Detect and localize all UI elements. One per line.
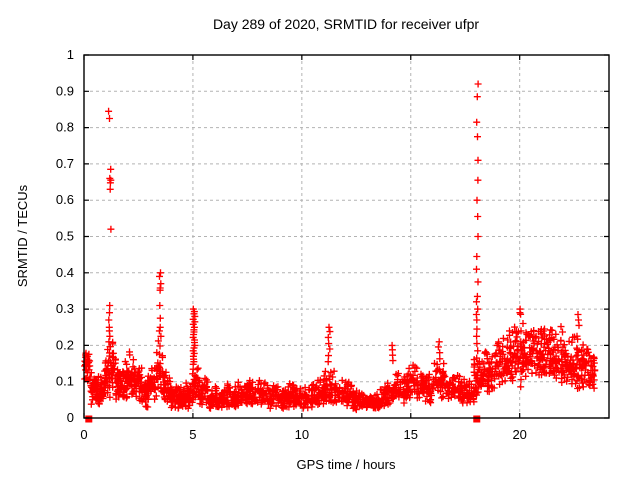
y-tick-label: 0.7 [56,156,74,171]
y-tick-label: 0 [67,410,74,425]
x-tick-label: 15 [404,427,418,442]
y-tick-label: 0.9 [56,83,74,98]
square-marker [473,415,481,423]
y-axis-label: SRMTID / TECUs [15,184,30,287]
square-marker [85,415,93,423]
axes-frame [83,54,610,419]
y-tick-label: 0.6 [56,192,74,207]
x-tick-label: 0 [80,427,87,442]
y-tick-label: 0.4 [56,265,74,280]
y-tick-label: 1 [67,47,74,62]
y-tick-label: 0.3 [56,301,74,316]
x-tick-label: 10 [295,427,309,442]
y-tick-label: 0.1 [56,374,74,389]
x-tick-label: 5 [189,427,196,442]
tick-marks [83,54,609,419]
scatter-plus-markers [81,80,599,414]
chart-title: Day 289 of 2020, SRMTID for receiver ufp… [213,16,479,32]
x-axis-label: GPS time / hours [297,457,396,472]
x-tick-label: 20 [512,427,526,442]
y-tick-label: 0.2 [56,337,74,352]
tick-labels: 0 5 10 15 20 0 0.1 0.2 0.3 0.4 0.5 0.6 0.7 0.8 0.9 1 [56,47,527,442]
data-points [81,80,599,423]
y-tick-label: 0.8 [56,120,74,135]
y-tick-label: 0.5 [56,229,74,244]
